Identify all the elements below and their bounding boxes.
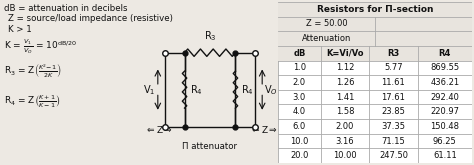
Text: Z = 50.00: Z = 50.00 <box>306 19 347 28</box>
Text: K=Vi/Vo: K=Vi/Vo <box>326 49 364 58</box>
Bar <box>278 2 472 17</box>
Text: 10.0: 10.0 <box>290 137 309 146</box>
Text: 150.48: 150.48 <box>430 122 459 131</box>
Text: R$_4$: R$_4$ <box>241 83 254 97</box>
Bar <box>278 17 472 31</box>
Text: K = $\frac{V_1}{V_O}$ = 10$^{\mathregular{dB/20}}$: K = $\frac{V_1}{V_O}$ = 10$^{\mathregula… <box>4 37 77 56</box>
Text: 3.0: 3.0 <box>293 93 306 102</box>
Text: Π attenuator: Π attenuator <box>182 142 237 151</box>
Text: R$_4$: R$_4$ <box>190 83 203 97</box>
Text: K > 1: K > 1 <box>8 25 32 34</box>
Text: 23.85: 23.85 <box>382 107 405 116</box>
Text: 1.26: 1.26 <box>336 78 354 87</box>
Text: 20.0: 20.0 <box>290 151 309 160</box>
Text: R$_3$: R$_3$ <box>204 30 216 43</box>
Text: R3: R3 <box>387 49 400 58</box>
Text: Z = source/load impedance (resistive): Z = source/load impedance (resistive) <box>8 14 173 23</box>
Text: 37.35: 37.35 <box>382 122 405 131</box>
Bar <box>278 46 472 61</box>
Text: 5.77: 5.77 <box>384 63 403 72</box>
Text: 3.16: 3.16 <box>336 137 354 146</box>
Text: 61.11: 61.11 <box>433 151 457 160</box>
Text: 1.12: 1.12 <box>336 63 354 72</box>
Text: R$_4$ = Z$\left(\frac{K+1}{K-1}\right)$: R$_4$ = Z$\left(\frac{K+1}{K-1}\right)$ <box>4 93 61 110</box>
Text: Resistors for Π-section: Resistors for Π-section <box>317 5 433 14</box>
Text: R4: R4 <box>438 49 451 58</box>
Text: 1.58: 1.58 <box>336 107 354 116</box>
Text: 436.21: 436.21 <box>430 78 459 87</box>
Text: 292.40: 292.40 <box>430 93 459 102</box>
Text: $\Leftarrow$Z$\Rightarrow$: $\Leftarrow$Z$\Rightarrow$ <box>250 124 278 135</box>
Text: 869.55: 869.55 <box>430 63 459 72</box>
Text: 10.00: 10.00 <box>333 151 357 160</box>
Text: V$_1$: V$_1$ <box>143 83 156 97</box>
Text: 1.41: 1.41 <box>336 93 354 102</box>
Text: dB = attenuation in decibels: dB = attenuation in decibels <box>4 4 128 13</box>
Text: 2.0: 2.0 <box>293 78 306 87</box>
Text: V$_O$: V$_O$ <box>264 83 277 97</box>
Text: 220.97: 220.97 <box>430 107 459 116</box>
Text: 4.0: 4.0 <box>293 107 306 116</box>
Text: 6.0: 6.0 <box>293 122 306 131</box>
Text: 96.25: 96.25 <box>433 137 457 146</box>
Bar <box>278 31 472 46</box>
Text: 2.00: 2.00 <box>336 122 354 131</box>
Text: dB: dB <box>293 49 306 58</box>
Text: 71.15: 71.15 <box>382 137 405 146</box>
Text: 11.61: 11.61 <box>382 78 405 87</box>
Text: 17.61: 17.61 <box>382 93 405 102</box>
Text: $\Leftarrow$Z$\Rightarrow$: $\Leftarrow$Z$\Rightarrow$ <box>145 124 173 135</box>
Text: 247.50: 247.50 <box>379 151 408 160</box>
Text: 1.0: 1.0 <box>293 63 306 72</box>
Text: R$_3$ = Z$\left(\frac{K^2\!-\!1}{2K}\right)$: R$_3$ = Z$\left(\frac{K^2\!-\!1}{2K}\rig… <box>4 62 62 80</box>
Text: Attenuation: Attenuation <box>302 34 351 43</box>
